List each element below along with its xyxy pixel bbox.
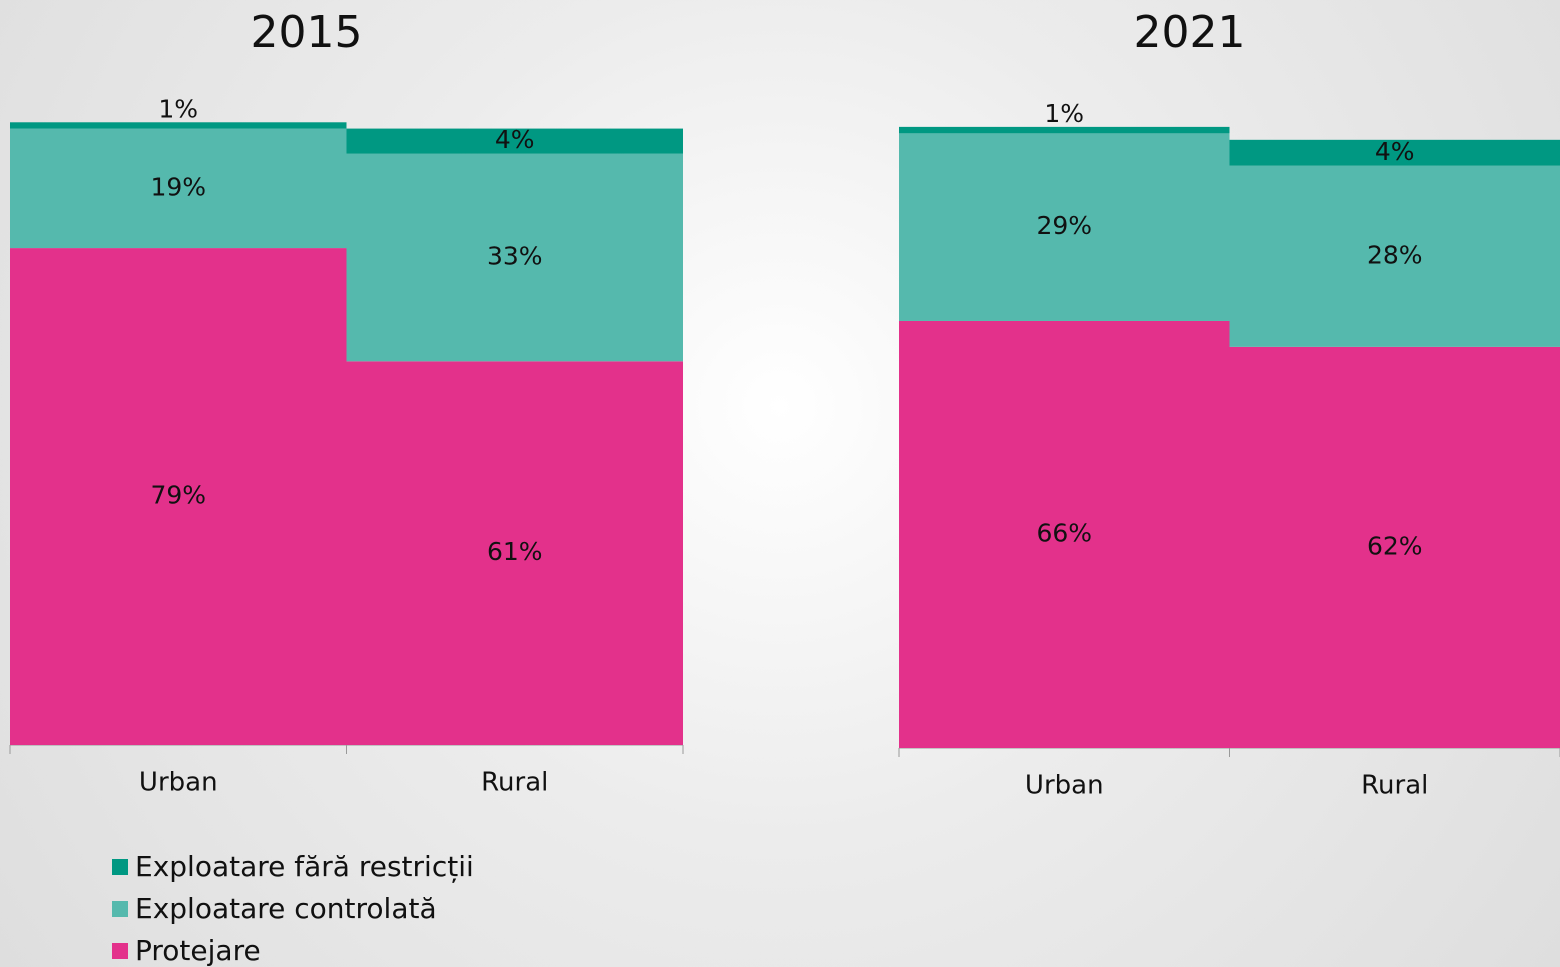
data-label: 4% bbox=[1375, 137, 1415, 166]
bar-segment bbox=[899, 320, 1230, 748]
data-label: 19% bbox=[150, 172, 206, 201]
legend-swatch bbox=[112, 901, 128, 917]
data-label: 1% bbox=[158, 94, 198, 123]
chart-title: 2021 bbox=[1134, 7, 1246, 58]
bar-segment bbox=[1229, 165, 1560, 347]
bar-segment bbox=[899, 126, 1230, 134]
bar-segment bbox=[346, 361, 683, 745]
data-label: 79% bbox=[150, 481, 206, 510]
chart-title: 2015 bbox=[251, 7, 363, 58]
data-label: 62% bbox=[1367, 531, 1423, 560]
bar-segment bbox=[10, 248, 347, 745]
bar-segment bbox=[346, 128, 683, 154]
legend-label: Exploatare controlată bbox=[135, 892, 437, 925]
x-tick-label: Urban bbox=[139, 768, 218, 798]
legend-label: Exploatare fără restricții bbox=[135, 850, 474, 883]
data-label: 1% bbox=[1044, 99, 1084, 128]
bar-segment bbox=[1229, 139, 1560, 166]
bar-segment bbox=[1229, 346, 1560, 748]
data-label: 28% bbox=[1367, 240, 1423, 269]
bar-segment bbox=[10, 122, 347, 129]
legend-swatch bbox=[112, 943, 128, 959]
data-label: 4% bbox=[495, 125, 535, 154]
data-label: 66% bbox=[1036, 518, 1092, 547]
bar-segment bbox=[346, 153, 683, 362]
x-tick-label: Urban bbox=[1025, 771, 1104, 801]
legend-swatch bbox=[112, 859, 128, 875]
bar-segment bbox=[10, 128, 347, 249]
data-label: 33% bbox=[487, 242, 543, 271]
bar-segment bbox=[899, 133, 1230, 321]
legend-label: Protejare bbox=[135, 934, 261, 967]
data-label: 29% bbox=[1036, 211, 1092, 240]
x-tick-label: Rural bbox=[481, 768, 548, 798]
x-tick-label: Rural bbox=[1361, 771, 1428, 801]
data-label: 61% bbox=[487, 537, 543, 566]
